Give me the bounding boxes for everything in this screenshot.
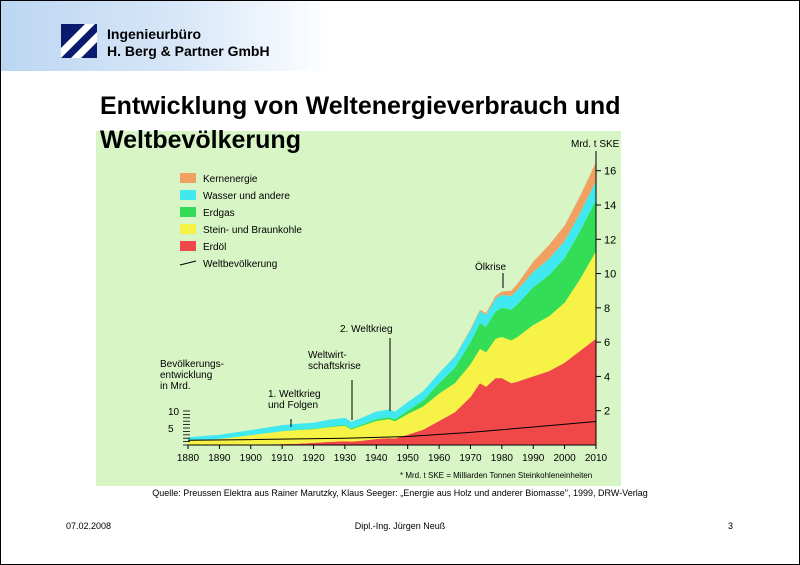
- population-scale-tick-label-0: 10: [168, 407, 180, 418]
- x-tick-label-4: 1920: [302, 453, 325, 464]
- company-line-2: H. Berg & Partner GmbH: [107, 43, 270, 59]
- legend-label-population: Weltbevölkerung: [203, 259, 277, 270]
- legend-label-0: Kernenergie: [203, 174, 258, 185]
- x-tick-label-1: 1890: [208, 453, 231, 464]
- legend-swatch-4: [180, 241, 196, 251]
- x-tick-label-5: 1930: [334, 453, 357, 464]
- x-tick-label-2: 1900: [240, 453, 263, 464]
- y-tick-label-0: 2: [604, 406, 610, 418]
- legend-swatch-3: [180, 224, 196, 234]
- area-0: [188, 338, 596, 445]
- slide-title: Entwicklung von Weltenergieverbrauch und…: [100, 89, 620, 157]
- x-tick-label-9: 1970: [459, 453, 482, 464]
- energy-chart: 1880 1890 1900 1910 1920 1930 1940 1950 1960 1970…: [96, 131, 621, 486]
- population-scale-tick-label-1: 5: [168, 424, 174, 435]
- x-tick-label-8: 1960: [428, 453, 451, 464]
- company-logo: [61, 24, 97, 58]
- y-tick-label-3: 8: [604, 303, 610, 315]
- footer-author: Dipl.-Ing. Jürgen Neuß: [354, 521, 446, 531]
- source-note: Quelle: Preussen Elektra aus Rainer Maru…: [152, 488, 648, 498]
- y-tick-label-2: 6: [604, 337, 610, 349]
- area-1: [188, 251, 596, 445]
- legend-swatch-population: [179, 260, 197, 266]
- area-2: [188, 199, 596, 441]
- x-tick-label-12: 2000: [553, 453, 576, 464]
- legend-label-3: Stein- und Braunkohle: [203, 225, 302, 236]
- annotation-0: 1. Weltkrieg und Folgen: [268, 389, 321, 411]
- legend-swatch-2: [180, 207, 196, 217]
- legend-label-1: Wasser und andere: [203, 191, 290, 202]
- x-tick-label-7: 1950: [397, 453, 420, 464]
- annotation-1: Weltwirt-schaftskrise: [308, 350, 361, 372]
- footer-page-number: 3: [728, 521, 734, 531]
- legend-swatch-1: [180, 190, 196, 200]
- x-tick-label-6: 1940: [365, 453, 388, 464]
- annotation-3: Ölkrise: [475, 261, 507, 273]
- y-tick-label-1: 4: [604, 371, 610, 383]
- population-line: [187, 421, 597, 441]
- slide-title-line-1: Entwicklung von Weltenergieverbrauch und: [100, 92, 621, 120]
- company-name: Ingenieurbüro H. Berg & Partner GmbH: [107, 26, 270, 60]
- legend-label-2: Erdgas: [203, 208, 235, 219]
- slide-title-line-2: Weltbevölkerung: [100, 126, 301, 154]
- y-tick-label-7: 16: [604, 166, 616, 178]
- x-tick-label-11: 1990: [522, 453, 545, 464]
- y-axis-label: Mrd. t SKE *: [571, 139, 621, 150]
- annotation-2: 2. Weltkrieg: [340, 324, 393, 335]
- chart-footnote: * Mrd. t SKE = Milliarden Tonnen Steinko…: [400, 471, 592, 480]
- y-tick-label-6: 14: [604, 200, 616, 212]
- company-line-1: Ingenieurbüro: [107, 26, 202, 42]
- y-tick-label-4: 10: [604, 269, 616, 281]
- x-tick-label-0: 1880: [177, 453, 200, 464]
- header-band: [1, 1, 331, 71]
- x-tick-label-13: 2010: [585, 453, 608, 464]
- x-tick-label-10: 1980: [491, 453, 514, 464]
- legend-swatch-0: [180, 173, 196, 183]
- x-tick-label-3: 1910: [271, 453, 294, 464]
- y-tick-label-5: 12: [604, 234, 616, 246]
- footer-date: 07.02.2008: [66, 521, 112, 531]
- population-scale-label: Bevölkerungs-entwicklung in Mrd.: [160, 359, 224, 392]
- legend-label-4: Erdöl: [203, 242, 226, 253]
